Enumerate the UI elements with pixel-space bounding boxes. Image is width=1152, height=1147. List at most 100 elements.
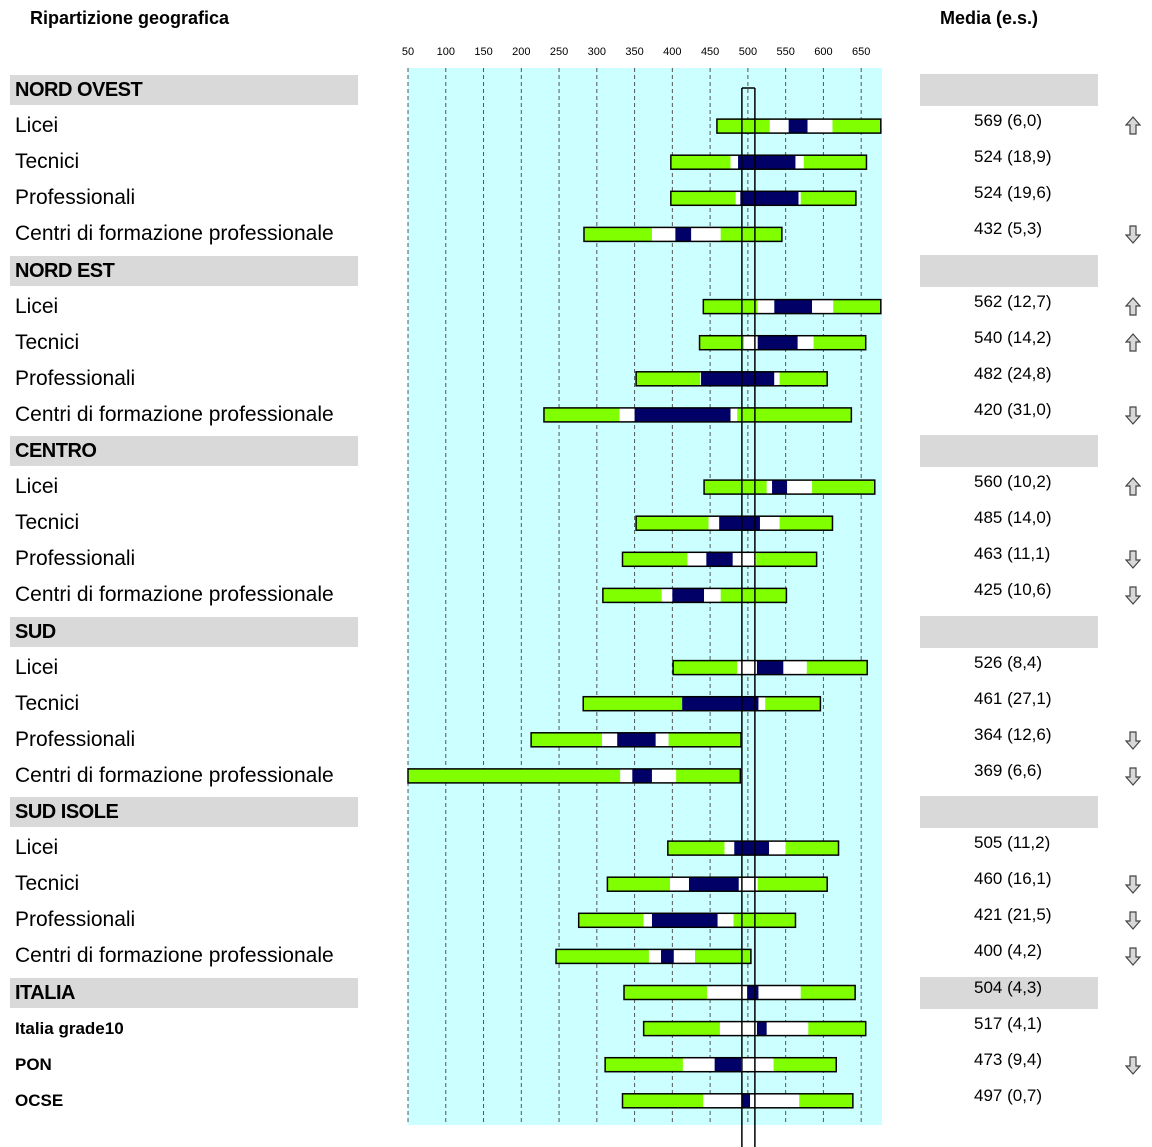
row-label: Tecnici <box>15 691 80 715</box>
bar-seg-low <box>624 985 708 1000</box>
bar-seg-low <box>699 335 745 350</box>
arrow-down-icon <box>1125 731 1141 750</box>
bar-seg-high <box>813 335 866 350</box>
row-label: Professionali <box>15 366 136 390</box>
x-tick-label: 300 <box>588 46 606 58</box>
bar-seg-mean-ci <box>661 949 674 964</box>
arrow-up-icon <box>1125 116 1141 135</box>
bar-seg-ci-high <box>758 696 766 711</box>
bar-seg-ci-high <box>738 877 758 892</box>
bar-seg-ci-low <box>682 1057 715 1072</box>
section-label: ITALIA <box>10 977 358 1008</box>
mean-value: 560 (10,2) <box>974 472 1052 492</box>
row-label: Professionali <box>15 547 136 571</box>
x-tick-label: 500 <box>739 46 757 58</box>
bar-outline <box>621 1093 854 1109</box>
arrow-down-icon <box>1125 1056 1141 1075</box>
bar-seg-mean-ci <box>706 552 733 567</box>
bar-seg-ci-high <box>769 841 786 856</box>
bar-seg-ci-high <box>730 407 738 422</box>
x-tick-label: 50 <box>402 46 414 58</box>
section-label: SUD ISOLE <box>10 797 358 827</box>
bar-outline <box>670 154 868 170</box>
bar-seg-high <box>720 227 782 242</box>
bar-outline <box>635 515 834 531</box>
row-label: Professionali <box>15 908 136 932</box>
bar-seg-ci-high <box>798 191 801 206</box>
mean-value: 562 (12,7) <box>974 291 1052 311</box>
row-label: Licei <box>15 114 59 138</box>
bar-seg-ci-low <box>619 407 635 422</box>
bar-seg-high <box>765 696 821 711</box>
bar-outline <box>583 226 783 243</box>
section-label: SUD <box>10 616 358 647</box>
bar-seg-mean-ci <box>774 299 813 314</box>
bar-seg-ci-high <box>797 335 814 350</box>
section-label: NORD EST <box>10 255 358 286</box>
row-label: Centri di formazione professionale <box>15 944 334 968</box>
bar-outline <box>623 984 856 1001</box>
bar-seg-ci-high <box>741 1057 774 1072</box>
arrow-down-icon <box>1125 586 1141 606</box>
x-tick-label: 250 <box>550 46 568 58</box>
x-tick-label: 150 <box>474 46 492 58</box>
bar-seg-ci-high <box>795 155 804 170</box>
bar-outline <box>702 298 882 315</box>
bar-outline <box>716 118 882 134</box>
bar-seg-mean-ci <box>634 407 731 422</box>
bar-seg-mean-ci <box>714 1057 742 1072</box>
bar-seg-mean-ci <box>701 371 775 386</box>
bar-seg-low <box>673 660 738 675</box>
mean-value: 524 (19,6) <box>974 183 1052 203</box>
mean-value: 425 (10,6) <box>974 580 1052 600</box>
row-label: Tecnici <box>15 511 80 535</box>
bar-seg-low <box>543 407 620 422</box>
row-label: Centri di formazione professionale <box>15 402 334 426</box>
left-column-header: Ripartizione geografica <box>30 8 230 28</box>
x-tick-label: 550 <box>776 46 794 58</box>
bar-seg-mean-ci <box>788 119 808 134</box>
bar-seg-mean-ci <box>772 480 788 495</box>
row-label: Professionali <box>15 727 136 751</box>
bar-seg-high <box>800 985 856 1000</box>
bar-seg-high <box>785 841 839 856</box>
bar-outline <box>577 912 797 929</box>
bar-seg-high <box>812 480 875 495</box>
row-label: Tecnici <box>15 150 80 174</box>
bar-seg-high <box>800 191 856 206</box>
mean-value: 482 (24,8) <box>974 363 1052 383</box>
arrow-down-icon <box>1125 406 1141 425</box>
section-band <box>920 435 1098 467</box>
bar-seg-ci-high <box>774 371 780 386</box>
bar-seg-high <box>773 1057 837 1072</box>
row-label: Licei <box>15 294 59 318</box>
bar-seg-high <box>806 660 868 675</box>
bar-outline <box>703 479 876 495</box>
bar-seg-mean-ci <box>741 1093 751 1108</box>
row-label: Tecnici <box>15 330 80 354</box>
section-band <box>920 615 1098 648</box>
bar-seg-ci-high <box>651 768 677 783</box>
bar-seg-mean-ci <box>651 913 718 928</box>
bar-outline <box>667 840 840 856</box>
bar-seg-ci-low <box>703 1093 742 1108</box>
bar-seg-ci-high <box>759 516 780 531</box>
x-tick-label: 600 <box>814 46 832 58</box>
bar-seg-ci-low <box>708 516 720 531</box>
x-tick-label: 400 <box>663 46 681 58</box>
bar-seg-ci-low <box>766 480 773 495</box>
mean-value: 369 (6,6) <box>974 760 1043 780</box>
row-label: Centri di formazione professionale <box>15 222 334 246</box>
bar-outline <box>672 659 868 676</box>
bar-seg-ci-low <box>661 588 673 603</box>
arrow-down-icon <box>1125 550 1141 570</box>
x-tick-label: 100 <box>437 46 455 58</box>
bar-seg-high <box>676 768 741 783</box>
bar-seg-low <box>670 155 731 170</box>
section-band <box>920 254 1098 287</box>
mean-value: 497 (0,7) <box>974 1085 1043 1105</box>
mean-value: 460 (16,1) <box>974 869 1052 889</box>
bar-seg-low <box>622 1093 704 1108</box>
bar-seg-high <box>720 588 787 603</box>
bar-seg-ci-high <box>807 119 833 134</box>
